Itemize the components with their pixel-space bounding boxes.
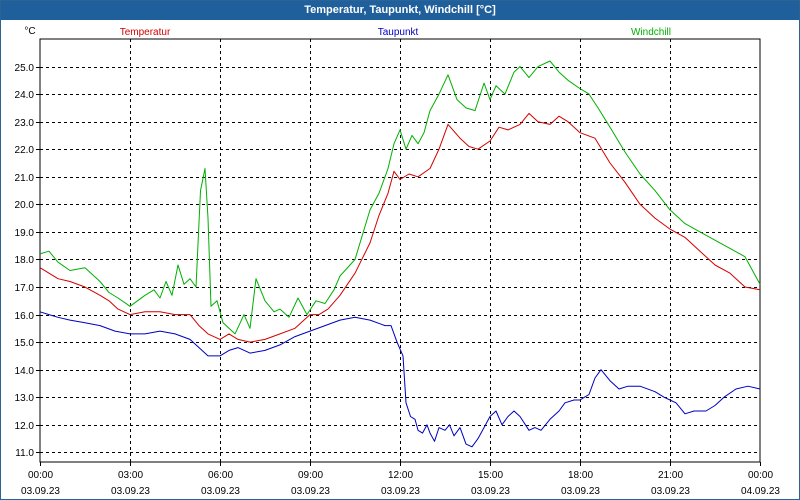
x-tick-date-label: 03.09.23 <box>111 486 150 497</box>
x-tick-date-label: 03.09.23 <box>381 486 420 497</box>
x-tick-time-label: 18:00 <box>568 470 593 481</box>
y-tick-label: 16.0 <box>15 311 35 322</box>
series-line-windchill <box>39 60 761 335</box>
y-tick-label: 15.0 <box>15 338 35 349</box>
x-tick-date-label: 03.09.23 <box>651 486 690 497</box>
y-tick-label: 13.0 <box>15 393 35 404</box>
x-tick-date-label: 03.09.23 <box>21 486 60 497</box>
x-tick-time-label: 21:00 <box>658 470 683 481</box>
y-tick-label: 12.0 <box>15 421 35 432</box>
x-tick-time-label: 12:00 <box>388 470 413 481</box>
chart-title: Temperatur, Taupunkt, Windchill [°C] <box>1 1 799 20</box>
y-axis-label: °C <box>24 26 35 37</box>
y-tick-label: 24.0 <box>15 90 35 101</box>
legend-windchill: Windchill <box>631 27 671 38</box>
x-tick-time-label: 00:00 <box>28 470 53 481</box>
x-tick-time-label: 15:00 <box>478 470 503 481</box>
legend-taupunkt: Taupunkt <box>378 27 419 38</box>
x-tick-time-label: 00:00 <box>748 470 773 481</box>
y-tick-label: 17.0 <box>15 283 35 294</box>
y-tick-label: 11.0 <box>15 448 34 459</box>
y-tick-label: 23.0 <box>15 118 35 129</box>
y-tick-label: 18.0 <box>15 255 35 266</box>
x-tick-time-label: 09:00 <box>298 470 323 481</box>
y-tick-label: 22.0 <box>15 145 35 156</box>
series-line-temperatur <box>39 112 761 343</box>
x-tick-date-label: 03.09.23 <box>201 486 240 497</box>
y-tick-label: 14.0 <box>15 366 35 377</box>
y-tick-label: 19.0 <box>15 228 35 239</box>
legend-temperatur: Temperatur <box>120 27 171 38</box>
y-tick-label: 20.0 <box>15 200 35 211</box>
x-tick-date-label: 04.09.23 <box>741 486 780 497</box>
x-tick-time-label: 03:00 <box>118 470 143 481</box>
y-tick-label: 21.0 <box>15 173 35 184</box>
x-tick-date-label: 03.09.23 <box>471 486 510 497</box>
y-tick-label: 25.0 <box>15 63 35 74</box>
x-tick-time-label: 06:00 <box>208 470 233 481</box>
x-tick-date-label: 03.09.23 <box>561 486 600 497</box>
series-line-taupunkt <box>39 311 761 448</box>
x-tick-date-label: 03.09.23 <box>291 486 330 497</box>
